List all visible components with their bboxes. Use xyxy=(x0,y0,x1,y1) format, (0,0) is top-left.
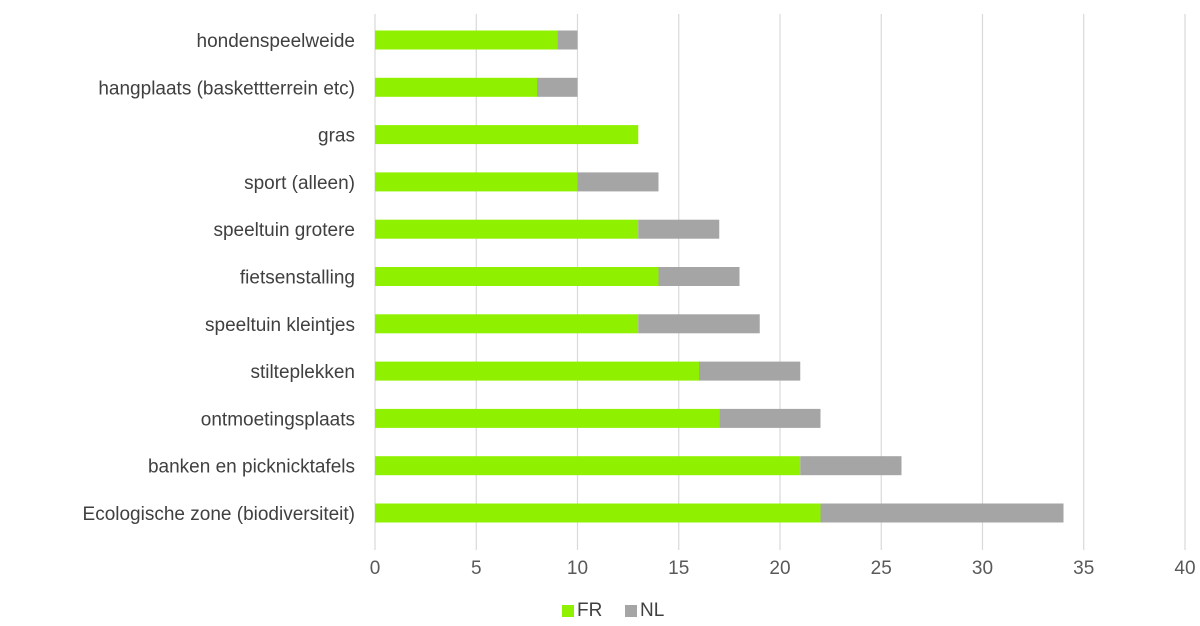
legend-swatch-nl xyxy=(625,605,637,617)
category-label: banken en picknicktafels xyxy=(148,457,355,478)
bar-fr xyxy=(375,456,801,476)
x-tick-label: 5 xyxy=(471,558,482,579)
gridlines xyxy=(374,14,1186,550)
category-label: stilteplekken xyxy=(250,362,355,383)
bar-nl xyxy=(820,503,1064,523)
x-tick-label: 30 xyxy=(972,558,993,579)
legend: FR NL xyxy=(562,600,664,621)
bar-fr xyxy=(375,361,699,381)
bar-fr xyxy=(375,314,639,334)
bar-fr xyxy=(375,503,821,523)
x-tick-label: 20 xyxy=(769,558,790,579)
x-axis-tick-labels: 0 5 10 15 20 25 30 35 40 xyxy=(370,558,1196,579)
category-label: fietsenstalling xyxy=(240,268,355,289)
x-tick-label: 35 xyxy=(1073,558,1094,579)
legend-label-nl: NL xyxy=(640,600,664,621)
category-label: ontmoetingsplaats xyxy=(201,409,355,430)
category-label: sport (alleen) xyxy=(244,173,355,194)
x-tick-label: 15 xyxy=(668,558,689,579)
category-label: Ecologische zone (biodiversiteit) xyxy=(83,504,355,525)
x-tick-label: 25 xyxy=(871,558,892,579)
category-label: gras xyxy=(318,126,355,147)
category-labels: Ecologische zone (biodiversiteit) banken … xyxy=(83,31,355,525)
bar-nl xyxy=(658,267,740,286)
bar-nl xyxy=(537,77,578,97)
bar-fr xyxy=(375,172,578,192)
category-label: hangplaats (baskettterrein etc) xyxy=(98,78,355,99)
bar-nl xyxy=(577,172,659,192)
bar-fr xyxy=(375,219,639,239)
bar-nl xyxy=(699,361,801,381)
legend-swatch-fr xyxy=(562,605,574,617)
legend-label-fr: FR xyxy=(577,600,602,621)
x-tick-label: 0 xyxy=(370,558,381,579)
bar-fr xyxy=(375,30,558,50)
bar-fr xyxy=(375,408,720,428)
bar-fr xyxy=(375,267,659,286)
category-label: speeltuin kleintjes xyxy=(205,315,355,336)
bar-nl xyxy=(800,456,902,476)
bar-fr xyxy=(375,77,537,97)
bar-fr xyxy=(375,125,639,145)
bar-nl xyxy=(638,314,760,334)
bar-nl xyxy=(719,408,821,428)
bar-nl xyxy=(638,219,720,239)
category-label: speeltuin grotere xyxy=(213,220,355,241)
x-tick-label: 40 xyxy=(1174,558,1195,579)
x-tick-label: 10 xyxy=(567,558,588,579)
bar-nl xyxy=(557,30,578,50)
bars xyxy=(375,30,1064,523)
category-label: hondenspeelweide xyxy=(197,31,355,52)
